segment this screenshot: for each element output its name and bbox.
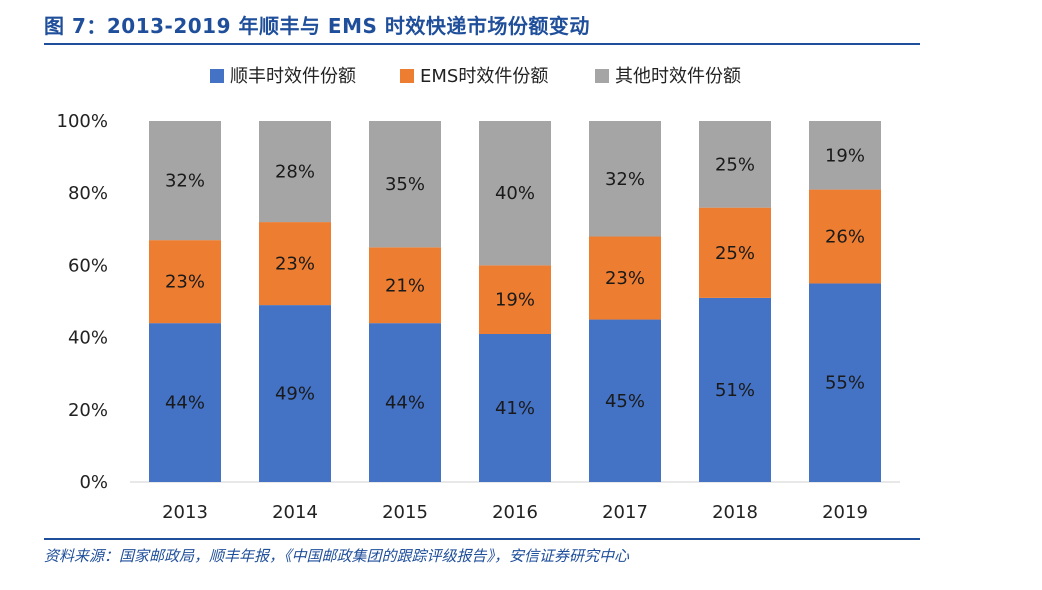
bar-2013-series-2 <box>149 240 221 324</box>
bar-2015-series-2 <box>369 247 441 324</box>
bar-2013-series-3 <box>149 121 221 241</box>
x-tick-label-2019: 2019 <box>822 502 868 523</box>
y-tick-label-80: 80% <box>68 183 108 204</box>
data-label-2019-series-2: 26% <box>825 227 865 248</box>
bar-2015-series-1 <box>369 323 441 482</box>
bar-2019-series-1 <box>809 283 881 482</box>
legend-swatch-1 <box>210 69 224 83</box>
bar-2018-series-3 <box>699 121 771 208</box>
data-label-2015-series-2: 21% <box>385 275 425 296</box>
legend-label-3: 其他时效件份额 <box>615 66 741 87</box>
bar-2017-series-1 <box>589 319 661 482</box>
data-label-2016-series-3: 40% <box>495 183 535 204</box>
bar-2014-series-3 <box>259 121 331 223</box>
bar-2015-series-3 <box>369 121 441 248</box>
x-tick-label-2017: 2017 <box>602 502 648 523</box>
data-label-2018-series-3: 25% <box>715 154 755 175</box>
data-label-2014-series-3: 28% <box>275 162 315 183</box>
bar-2014-series-2 <box>259 222 331 306</box>
stacked-bar-chart: 顺丰时效件份额 EMS时效件份额 其他时效件份额 0% 20% 40% 60% 80% 100%… <box>57 66 900 523</box>
data-label-2017-series-2: 23% <box>605 268 645 289</box>
source-divider <box>44 538 920 540</box>
figure-title: 图 7：2013-2019 年顺丰与 EMS 时效快递市场份额变动 <box>44 14 590 38</box>
y-tick-label-60: 60% <box>68 255 108 276</box>
data-label-2017-series-3: 32% <box>605 169 645 190</box>
legend-label-2: EMS时效件份额 <box>420 66 548 87</box>
bar-2016-series-1 <box>479 333 551 482</box>
data-label-2018-series-2: 25% <box>715 243 755 264</box>
y-tick-label-0: 0% <box>79 472 108 493</box>
data-label-2013-series-3: 32% <box>165 171 205 192</box>
data-label-2018-series-1: 51% <box>715 380 755 401</box>
bar-2019-series-3 <box>809 121 881 190</box>
y-tick-label-40: 40% <box>68 328 108 349</box>
bar-2014-series-1 <box>259 305 331 482</box>
bar-2017-series-3 <box>589 121 661 237</box>
data-label-2014-series-2: 23% <box>275 254 315 275</box>
data-label-2014-series-1: 49% <box>275 384 315 405</box>
bar-2018-series-1 <box>699 297 771 482</box>
legend-swatch-3 <box>595 69 609 83</box>
x-tick-label-2013: 2013 <box>162 502 208 523</box>
bar-2013-series-1 <box>149 323 221 482</box>
bar-2017-series-2 <box>589 236 661 320</box>
x-tick-label-2015: 2015 <box>382 502 428 523</box>
bar-2018-series-2 <box>699 207 771 298</box>
x-tick-label-2016: 2016 <box>492 502 538 523</box>
data-label-2019-series-3: 19% <box>825 145 865 166</box>
y-tick-label-20: 20% <box>68 400 108 421</box>
source-note: 资料来源：国家邮政局，顺丰年报，《中国邮政集团的跟踪评级报告》，安信证券研究中心 <box>44 547 630 565</box>
bar-2016-series-2 <box>479 265 551 334</box>
legend-swatch-2 <box>400 69 414 83</box>
legend-label-1: 顺丰时效件份额 <box>230 66 356 87</box>
bar-2016-series-3 <box>479 121 551 266</box>
bar-2019-series-2 <box>809 189 881 284</box>
title-divider <box>44 43 920 45</box>
data-label-2013-series-1: 44% <box>165 393 205 414</box>
data-label-2019-series-1: 55% <box>825 373 865 394</box>
x-tick-label-2014: 2014 <box>272 502 318 523</box>
data-label-2015-series-1: 44% <box>385 393 425 414</box>
x-tick-label-2018: 2018 <box>712 502 758 523</box>
data-label-2016-series-2: 19% <box>495 290 535 311</box>
data-label-2017-series-1: 45% <box>605 391 645 412</box>
data-label-2015-series-3: 35% <box>385 174 425 195</box>
y-tick-label-100: 100% <box>57 111 108 132</box>
data-label-2016-series-1: 41% <box>495 398 535 419</box>
data-label-2013-series-2: 23% <box>165 272 205 293</box>
